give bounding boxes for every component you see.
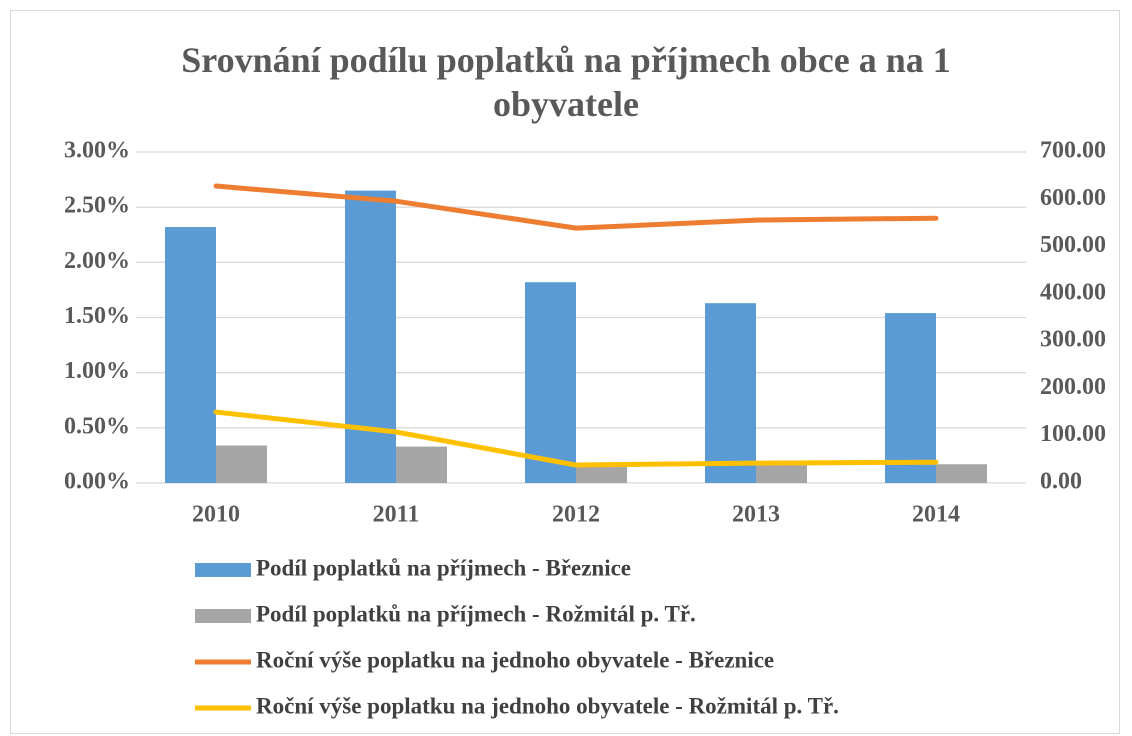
bar: [345, 190, 396, 483]
bar: [165, 227, 216, 483]
y-tick-label: 1.50%: [64, 303, 130, 329]
bar: [525, 282, 576, 483]
chart-title: Srovnání podílu poplatků na příjmech obc…: [181, 40, 951, 124]
chart-frame: [10, 10, 1120, 734]
y-tick-label: 3.00%: [64, 138, 130, 164]
x-tick-label: 2011: [373, 502, 420, 528]
line-series: [213, 409, 939, 468]
bar: [216, 445, 267, 483]
y-tick-label: 1.00%: [64, 358, 130, 384]
legend-label: Roční výše poplatku na jednoho obyvatele…: [256, 647, 774, 672]
y2-tick-label: 400.00: [1040, 279, 1106, 305]
line-series: [213, 183, 939, 231]
y2-tick-label: 300.00: [1040, 327, 1106, 353]
y2-tick-label: 500.00: [1040, 232, 1106, 258]
legend-label: Roční výše poplatku na jednoho obyvatele…: [256, 693, 839, 718]
y-tick-label: 2.50%: [64, 193, 130, 219]
y2-tick-label: 0.00: [1040, 469, 1082, 495]
bar: [936, 464, 987, 483]
y-tick-label: 2.00%: [64, 248, 130, 274]
x-tick-label: 2014: [912, 502, 960, 528]
y2-tick-label: 700.00: [1040, 138, 1106, 164]
legend-label: Podíl poplatků na příjmech - Březnice: [256, 555, 631, 580]
bar: [396, 446, 447, 483]
x-tick-label: 2010: [192, 502, 240, 528]
legend-swatch: [195, 563, 251, 577]
legend-label: Podíl poplatků na příjmech - Rožmitál p.…: [256, 601, 696, 626]
legend-swatch: [195, 609, 251, 623]
bar: [576, 465, 627, 483]
y2-tick-label: 600.00: [1040, 185, 1106, 211]
bar: [756, 464, 807, 483]
y2-tick-label: 100.00: [1040, 421, 1106, 447]
y2-tick-label: 200.00: [1040, 374, 1106, 400]
x-tick-label: 2013: [732, 502, 780, 528]
y-tick-label: 0.00%: [64, 469, 130, 495]
x-tick-label: 2012: [552, 502, 600, 528]
bar: [705, 303, 756, 483]
y-tick-label: 0.50%: [64, 413, 130, 439]
bar: [885, 313, 936, 483]
